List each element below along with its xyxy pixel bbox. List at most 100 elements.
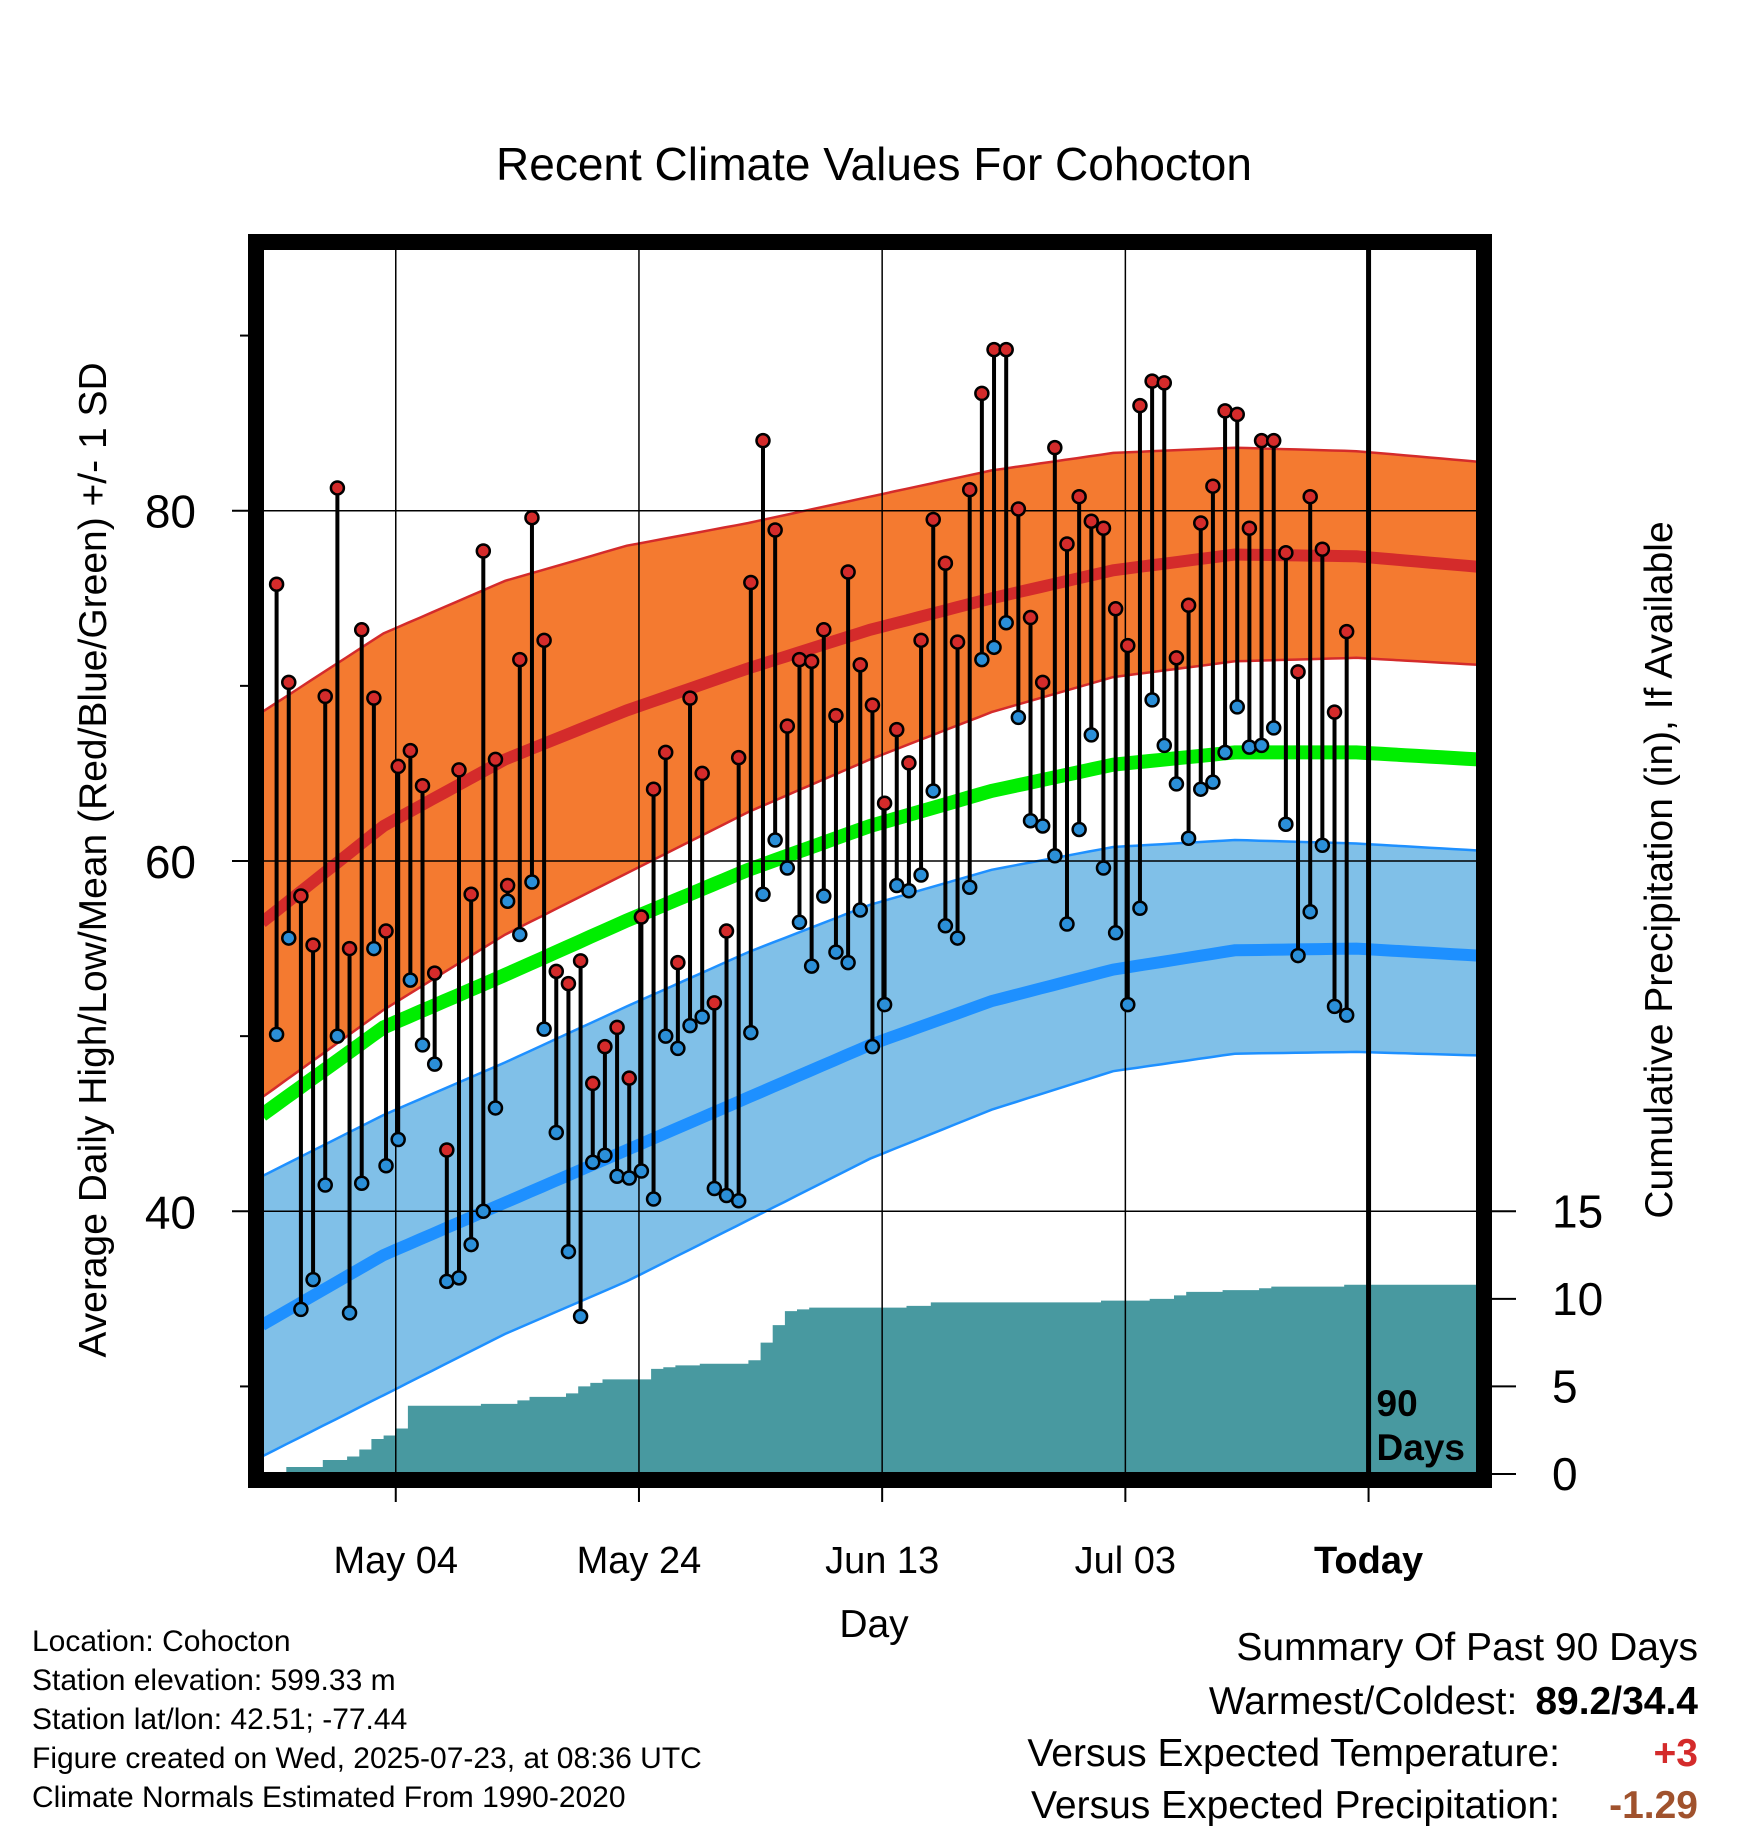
daily-high-point bbox=[1265, 432, 1282, 449]
daily-high-point bbox=[852, 657, 869, 673]
daily-high-point bbox=[1022, 609, 1039, 626]
daily-high-point bbox=[341, 940, 358, 957]
daily-high-point bbox=[706, 995, 723, 1011]
daily-high-point bbox=[621, 1070, 637, 1086]
daily-low-point bbox=[1180, 830, 1197, 846]
daily-high-point bbox=[755, 432, 771, 449]
today-window-label: 90 bbox=[1377, 1383, 1418, 1424]
daily-low-point bbox=[402, 972, 419, 988]
daily-high-point bbox=[390, 758, 406, 775]
daily-high-point bbox=[889, 721, 905, 738]
daily-low-point bbox=[998, 615, 1014, 631]
latlon-text: Station lat/lon: 42.51; -77.44 bbox=[32, 1703, 408, 1736]
daily-low-point bbox=[1168, 776, 1185, 792]
precip-value: -1.29 bbox=[1609, 1784, 1698, 1827]
daily-high-point bbox=[682, 690, 698, 706]
temp-label: Versus Expected Temperature: bbox=[1027, 1732, 1560, 1775]
location-text: Location: Cohocton bbox=[32, 1625, 291, 1658]
daily-high-point bbox=[913, 632, 929, 649]
axes: May 04 May 24 Jun 13 Jul 03 Today 40 60 80 0 5 10 1… bbox=[145, 234, 1603, 1582]
daily-low-point bbox=[694, 1009, 710, 1025]
y2-axis-label: Cumulative Precipitation (in), If Availa… bbox=[1638, 521, 1681, 1218]
station-info: Location: Cohocton Station elevation: 59… bbox=[32, 1622, 702, 1817]
daily-low-point bbox=[1217, 744, 1233, 761]
daily-low-point bbox=[597, 1147, 613, 1163]
daily-high-point bbox=[414, 777, 431, 794]
daily-high-point bbox=[1290, 664, 1306, 680]
daily-low-point bbox=[463, 1236, 479, 1253]
daily-high-point bbox=[657, 744, 674, 761]
x-tick-label: Jun 13 bbox=[825, 1540, 939, 1582]
daily-high-point bbox=[463, 886, 479, 903]
plot-border bbox=[248, 234, 1492, 1488]
daily-low-point bbox=[329, 1028, 346, 1044]
daily-high-point bbox=[974, 385, 990, 402]
daily-high-point bbox=[949, 634, 966, 650]
daily-low-point bbox=[1290, 947, 1306, 964]
daily-high-point bbox=[779, 718, 796, 734]
precipitation-area bbox=[262, 1284, 1478, 1474]
daily-low-point bbox=[1095, 860, 1112, 876]
daily-high-point bbox=[876, 795, 893, 811]
daily-high-point bbox=[268, 576, 285, 593]
daily-low-point bbox=[536, 1021, 552, 1037]
daily-low-point bbox=[633, 1163, 650, 1179]
daily-low-point bbox=[293, 1301, 309, 1318]
daily-low-point bbox=[657, 1028, 674, 1044]
daily-high-point bbox=[901, 755, 917, 771]
daily-low-point bbox=[305, 1271, 321, 1288]
daily-low-point bbox=[1193, 781, 1209, 797]
daily-low-point bbox=[743, 1024, 759, 1041]
daily-high-point bbox=[645, 781, 662, 797]
x-tick-label: Jul 03 bbox=[1075, 1540, 1176, 1582]
daily-low-point bbox=[876, 996, 893, 1013]
created-text: Figure created on Wed, 2025-07-23, at 08… bbox=[32, 1742, 702, 1775]
normals-text: Climate Normals Estimated From 1990-2020 bbox=[32, 1781, 626, 1814]
daily-high-point bbox=[402, 742, 419, 759]
daily-low-point bbox=[670, 1040, 686, 1057]
chart-title: Recent Climate Values For Cohocton bbox=[496, 138, 1252, 190]
daily-low-point bbox=[414, 1037, 431, 1053]
daily-high-point bbox=[925, 511, 941, 528]
daily-low-point bbox=[1120, 996, 1136, 1013]
daily-high-point bbox=[1241, 520, 1258, 536]
daily-high-point bbox=[512, 651, 528, 668]
daily-low-point bbox=[1132, 900, 1148, 917]
daily-high-point bbox=[1278, 544, 1294, 561]
daily-low-point bbox=[791, 914, 808, 931]
temp-row: Versus Expected Temperature: +3 bbox=[1027, 1728, 1698, 1780]
daily-high-point bbox=[293, 888, 309, 904]
daily-low-point bbox=[937, 918, 954, 934]
daily-high-point bbox=[1059, 536, 1075, 552]
daily-high-point bbox=[1314, 541, 1331, 557]
daily-high-point bbox=[426, 965, 443, 981]
warmest-value: 89.2/34.4 bbox=[1535, 1680, 1698, 1723]
daily-low-point bbox=[925, 783, 941, 799]
daily-high-point bbox=[961, 481, 978, 498]
warmest-label: Warmest/Coldest: bbox=[1208, 1680, 1518, 1723]
daily-low-point bbox=[1047, 847, 1063, 864]
daily-high-point bbox=[1144, 373, 1160, 389]
daily-high-point bbox=[1107, 601, 1124, 617]
low-upper-line bbox=[262, 838, 1478, 1178]
daily-high-point bbox=[1132, 397, 1148, 414]
daily-low-point bbox=[560, 1243, 577, 1260]
daily-high-point bbox=[1205, 478, 1221, 494]
daily-low-point bbox=[1229, 699, 1245, 715]
daily-high-point bbox=[1193, 515, 1209, 531]
daily-high-point bbox=[864, 697, 881, 713]
daily-high-point bbox=[816, 622, 832, 638]
daily-low-point bbox=[572, 1308, 589, 1325]
daily-low-point bbox=[682, 1017, 698, 1034]
daily-high-point bbox=[560, 975, 577, 992]
summary-panel: Summary Of Past 90 Days Warmest/Coldest:… bbox=[1027, 1622, 1698, 1832]
y2-tick-label: 15 bbox=[1552, 1185, 1603, 1237]
x-tick-label: May 04 bbox=[333, 1540, 458, 1582]
daily-high-point bbox=[694, 765, 710, 782]
daily-low-point bbox=[341, 1305, 358, 1321]
daily-high-point bbox=[499, 877, 516, 894]
daily-high-point bbox=[998, 341, 1014, 358]
y-tick-label: 80 bbox=[145, 486, 196, 538]
